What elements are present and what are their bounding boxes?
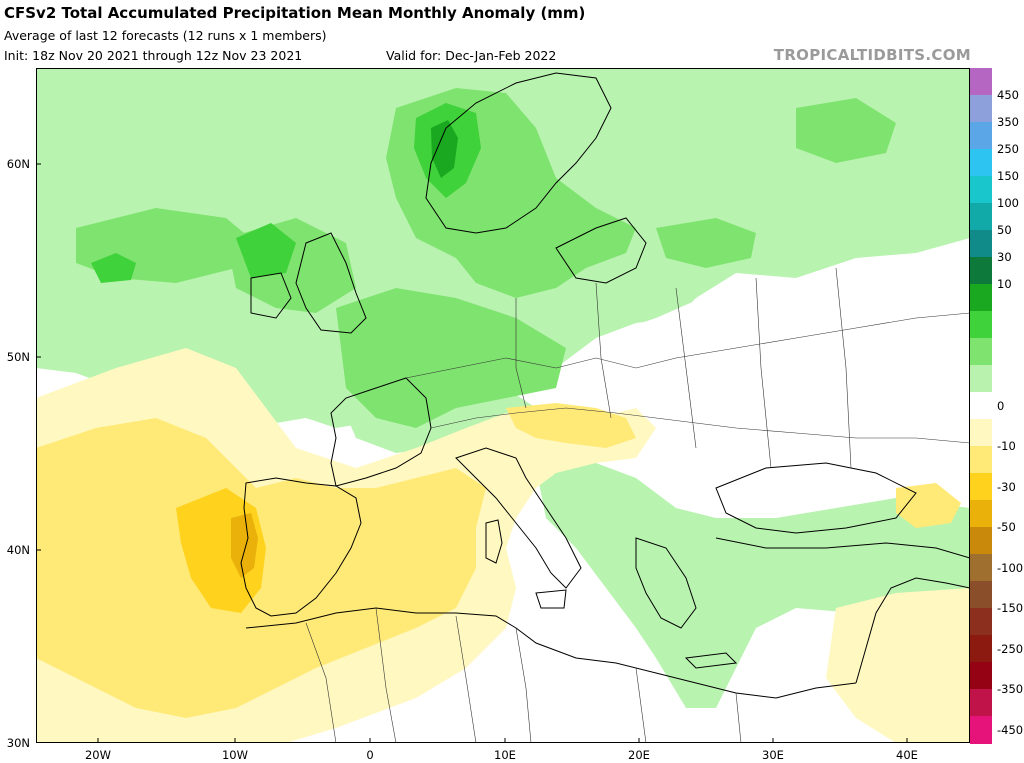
- init-time-text: Init: 18z Nov 20 2021 through 12z Nov 23…: [4, 48, 303, 63]
- colorbar-swatch: [970, 500, 992, 528]
- colorbar-label: -100: [997, 560, 1024, 575]
- colorbar-swatch: [970, 473, 992, 501]
- colorbar-swatch: [970, 311, 992, 339]
- coast-uk: [295, 232, 367, 334]
- colorbar-swatch: [970, 662, 992, 690]
- map-subtitle: Average of last 12 forecasts (12 runs x …: [4, 28, 327, 43]
- colorbar-swatch: [970, 230, 992, 258]
- lon-label-20w: 20W: [84, 748, 112, 762]
- border-lines-central: [405, 312, 970, 379]
- colorbar-label: 150: [997, 169, 1019, 183]
- colorbar-swatch: [970, 122, 992, 150]
- colorbar-swatch: [970, 392, 992, 420]
- lon-label-0: 0: [366, 748, 374, 762]
- colorbar-swatch: [970, 176, 992, 204]
- coast-sicily: [535, 589, 567, 609]
- colorbar-swatch: [970, 284, 992, 312]
- coast-turkey: [715, 537, 970, 559]
- coast-scandinavia: [425, 72, 612, 234]
- coast-black-sea: [715, 462, 917, 534]
- coast-baltic: [555, 217, 647, 284]
- border-lines-central-2: [430, 407, 970, 444]
- wet-anomaly-mid-germany: [336, 288, 566, 428]
- colorbar-swatch: [970, 338, 992, 366]
- colorbar-label: -150: [997, 601, 1024, 615]
- lon-label-20e: 20E: [628, 748, 650, 762]
- wet-anomaly-strong-scotland: [236, 223, 296, 278]
- colorbar-label: 100: [997, 196, 1019, 210]
- colorbar-swatch: [970, 95, 992, 123]
- colorbar: 450 350 250 150 100 50 30 10 0 -10 -30 -50 -100 -150-…: [970, 68, 1024, 744]
- wet-anomaly-mid-north-russia: [796, 98, 896, 163]
- precipitation-anomaly-map: [36, 68, 970, 743]
- lon-label-30e: 30E: [762, 748, 784, 762]
- coast-ireland: [250, 272, 292, 319]
- colorbar-swatch: [970, 419, 992, 447]
- lat-label-30n: 30N: [6, 736, 30, 750]
- colorbar-swatch: [970, 716, 992, 744]
- lon-label-40e: 40E: [896, 748, 918, 762]
- border-lines-meridional: [515, 267, 852, 469]
- country-borders: [305, 267, 970, 743]
- dry-anomaly-region-max: [231, 513, 258, 578]
- colorbar-label: 450: [997, 88, 1019, 102]
- colorbar-swatch: [970, 608, 992, 636]
- wet-anomaly-region-balkans: [536, 463, 970, 708]
- coast-greece: [635, 537, 697, 629]
- colorbar-label: -10: [997, 439, 1016, 453]
- brand-watermark[interactable]: TROPICALTIDBITS.COM: [773, 46, 971, 64]
- valid-period-text: Valid for: Dec-Jan-Feb 2022: [386, 48, 557, 63]
- colorbar-swatch: [970, 149, 992, 177]
- colorbar-swatch: [970, 68, 992, 96]
- lon-label-10e: 10E: [494, 748, 516, 762]
- wet-anomaly-mid-baltic: [656, 218, 756, 268]
- map-title: CFSv2 Total Accumulated Precipitation Me…: [4, 4, 586, 22]
- coast-crete: [684, 652, 738, 669]
- colorbar-label: 350: [997, 115, 1019, 129]
- colorbar-swatch: [970, 203, 992, 231]
- lat-label-50n: 50N: [6, 350, 30, 364]
- colorbar-label: 10: [997, 277, 1012, 291]
- colorbar-swatch: [970, 635, 992, 663]
- border-lines-africa: [305, 607, 742, 743]
- dry-anomaly-east-med: [826, 588, 970, 743]
- wet-anomaly-strong-atlantic: [91, 253, 136, 283]
- coast-italy: [455, 447, 582, 589]
- colorbar-label: 50: [997, 223, 1012, 237]
- wet-anomaly-max-norway: [431, 120, 458, 178]
- dry-anomaly-alps: [506, 403, 636, 448]
- coastlines: [240, 72, 970, 699]
- colorbar-swatch: [970, 446, 992, 474]
- colorbar-swatch: [970, 257, 992, 285]
- colorbar-label: -350: [997, 682, 1024, 696]
- colorbar-swatch: [970, 527, 992, 555]
- colorbar-swatch: [970, 554, 992, 582]
- colorbar-swatch: [970, 581, 992, 609]
- colorbar-label: 30: [997, 250, 1012, 264]
- lat-label-40n: 40N: [6, 543, 30, 557]
- colorbar-label: 0: [997, 398, 1005, 413]
- lon-label-10w: 10W: [221, 748, 249, 762]
- dry-anomaly-turkey: [896, 483, 961, 528]
- colorbar-swatch: [970, 689, 992, 717]
- colorbar-label: -250: [997, 641, 1024, 656]
- coast-east-med: [855, 577, 970, 684]
- coast-iberia: [240, 477, 362, 617]
- coast-sardinia: [485, 519, 503, 564]
- colorbar-label: -30: [997, 479, 1016, 494]
- colorbar-label: -450: [997, 722, 1024, 737]
- coast-north-africa: [245, 607, 857, 699]
- map-canvas: [36, 68, 970, 743]
- colorbar-label: 250: [997, 142, 1019, 156]
- colorbar-swatch: [970, 365, 992, 393]
- colorbar-label: -50: [997, 520, 1016, 534]
- lat-label-60n: 60N: [6, 157, 30, 171]
- map-frame: [36, 68, 970, 743]
- neutral-region-east: [576, 253, 970, 498]
